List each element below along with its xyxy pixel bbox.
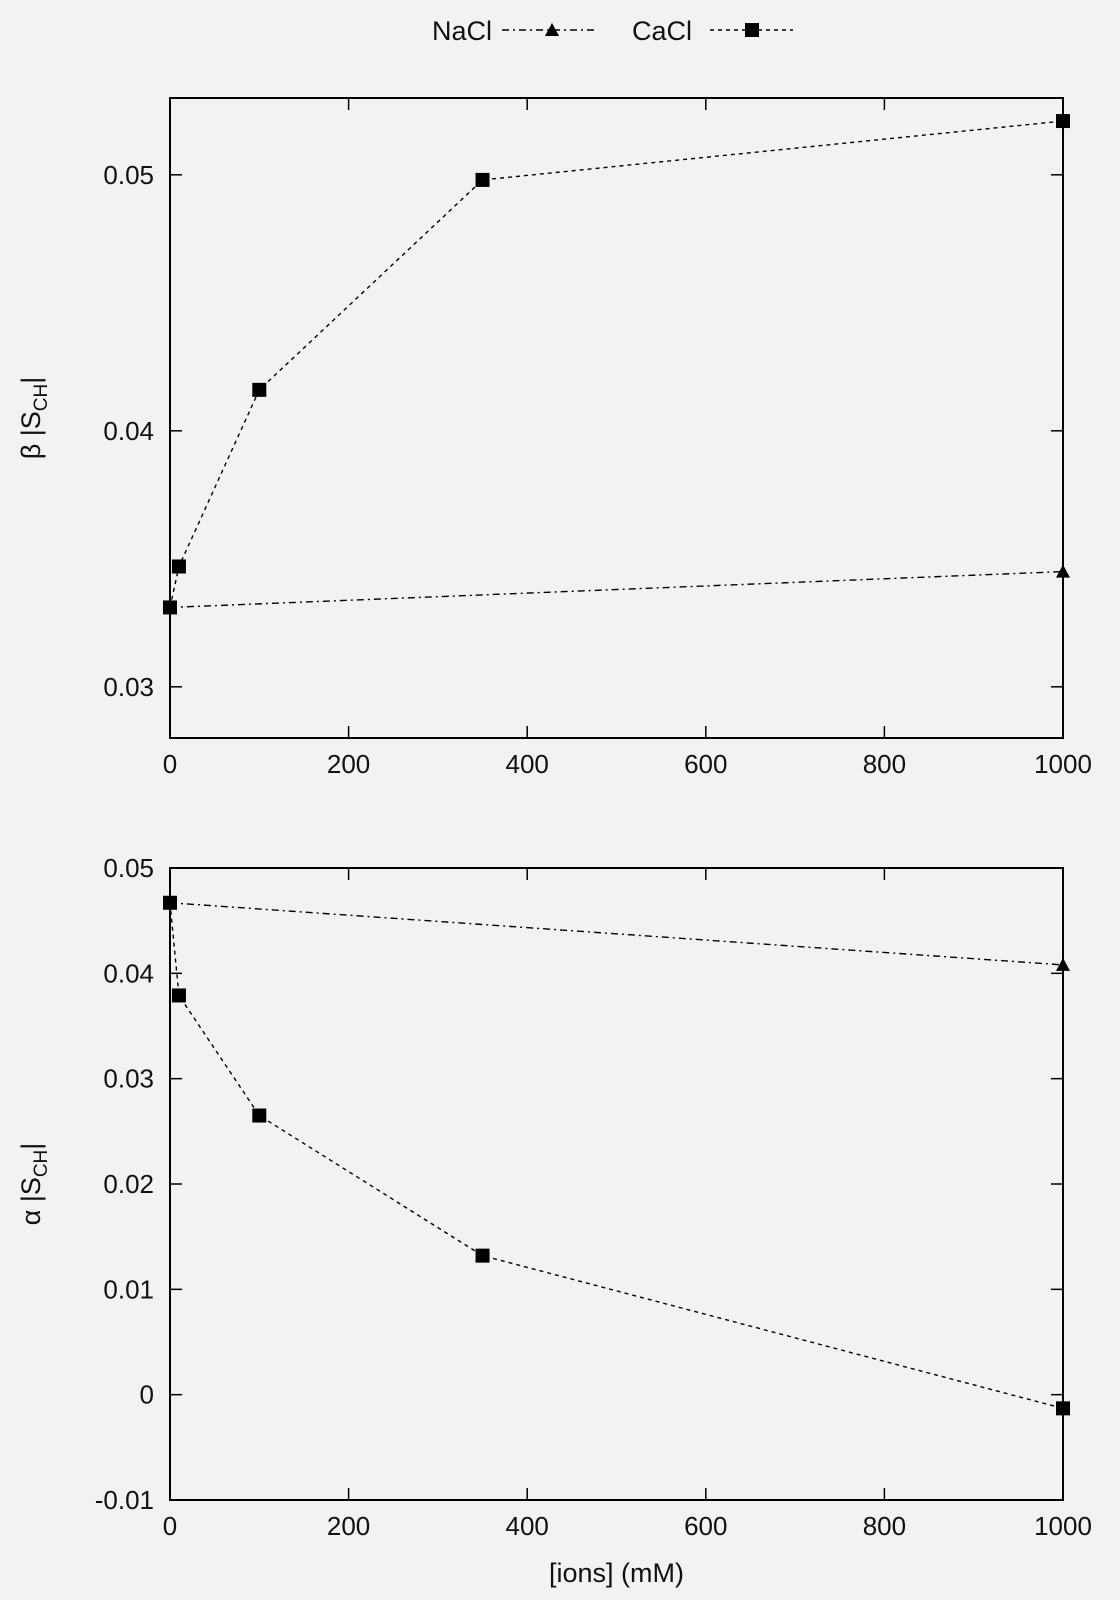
x-axis-label: [ions] (mM) [549,1558,684,1588]
y-tick-label: 0.04 [103,416,154,446]
x-tick-label: 400 [506,1511,549,1541]
y-tick-label: 0.01 [103,1274,154,1304]
data-point-cacl [475,1248,490,1263]
y-tick-label: 0.02 [103,1169,154,1199]
x-tick-label: 200 [327,749,370,779]
x-tick-label: 200 [327,1511,370,1541]
series-line-cacl [169,120,1064,608]
x-tick-label: 1000 [1034,1511,1092,1541]
data-point-cacl [163,895,177,910]
data-point-cacl [252,1108,267,1123]
legend-marker-cacl [745,23,759,37]
y-tick-label: 0 [140,1380,154,1410]
y-axis-label: α |SCH| [16,1143,52,1226]
data-point-cacl [171,559,186,574]
y-axis-label: β |SCH| [16,377,52,460]
legend-marker-nacl [545,23,559,36]
series-line-nacl [169,902,1064,966]
data-point-cacl [1056,1401,1070,1416]
y-tick-label: 0.05 [103,160,154,190]
data-point-cacl [171,988,186,1003]
y-tick-label: 0.04 [103,958,154,988]
panel-beta: 0 200 400 600 800 1000 0.03 0.04 0.05 β |SCH| [16,97,1092,779]
data-point-nacl [1056,957,1070,971]
y-tick-label: 0.03 [103,672,154,702]
x-tick-label: 600 [684,749,727,779]
data-point-cacl [1056,114,1070,129]
x-tick-label: 0 [163,1511,177,1541]
legend-label-nacl: NaCl [432,16,492,46]
x-tick-label: 1000 [1034,749,1092,779]
plot-frame [169,867,1064,1501]
y-tick-label: -0.01 [95,1485,154,1515]
series-line-cacl [169,902,1064,1410]
x-tick-label: 600 [684,1511,727,1541]
data-point-cacl [252,382,267,397]
x-tick-label: 0 [163,749,177,779]
plot-frame [169,97,1064,739]
data-point-nacl [1056,564,1070,578]
x-tick-label: 800 [863,1511,906,1541]
y-tick-label: 0.05 [103,853,154,883]
data-point-cacl [163,600,177,615]
series-line-nacl [169,570,1064,609]
panel-alpha: 0 200 400 600 800 1000 -0.01 0 0.01 0.02 0.03 0.04 0… [16,853,1092,1588]
data-point-cacl [475,172,490,187]
x-tick-label: 800 [863,749,906,779]
legend-label-cacl: CaCl [632,16,692,46]
y-tick-label: 0.03 [103,1064,154,1094]
x-tick-label: 400 [506,749,549,779]
legend: NaCl CaCl [432,16,793,46]
